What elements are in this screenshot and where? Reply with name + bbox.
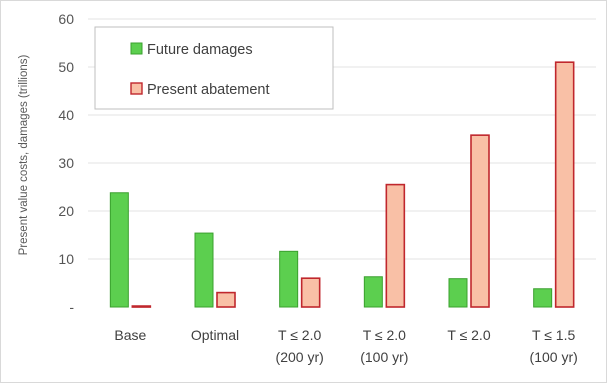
x-axis-labels: Base Optimal T ≤ 2.0 (200 yr) T ≤ 2.0 (100 yr… (114, 327, 577, 365)
y-tick-label: 10 (58, 251, 74, 267)
bar-present-abatement (300, 277, 321, 308)
y-tick-label: - (69, 299, 74, 315)
bar-future-damages (194, 232, 214, 308)
y-axis-title: Present value costs, damages (trillions) (18, 54, 30, 255)
x-category-label: (100 yr) (530, 349, 578, 365)
legend-label-future-damages: Future damages (147, 42, 253, 58)
bar-future-damages (533, 288, 553, 308)
y-tick-label: 60 (58, 11, 74, 27)
y-tick-label: 30 (58, 155, 74, 171)
bar-present-abatement (554, 61, 575, 308)
x-category-label: T ≤ 2.0 (278, 327, 321, 343)
bar-future-damages (363, 276, 383, 308)
y-tick-label: 40 (58, 107, 74, 123)
x-category-label: (100 yr) (360, 349, 408, 365)
y-axis-ticks: - 10 20 30 40 50 60 (58, 11, 74, 315)
legend-box (94, 26, 334, 110)
bar-present-abatement (131, 305, 152, 308)
bar-future-damages (279, 250, 299, 308)
bar-present-abatement (216, 291, 236, 308)
x-category-label: Base (114, 327, 146, 343)
x-category-label: T ≤ 2.0 (447, 327, 490, 343)
bar-future-damages (109, 192, 129, 308)
x-category-label: T ≤ 2.0 (363, 327, 406, 343)
y-tick-label: 50 (58, 59, 74, 75)
x-category-label: Optimal (191, 327, 239, 343)
bar-present-abatement (470, 134, 490, 308)
bar-present-abatement (385, 183, 406, 308)
legend-swatch-present-abatement (130, 82, 143, 95)
bar-future-damages (448, 278, 468, 308)
legend: Future damages Present abatement (94, 26, 334, 110)
y-tick-label: 20 (58, 203, 74, 219)
x-category-label: (200 yr) (276, 349, 324, 365)
legend-label-present-abatement: Present abatement (147, 82, 270, 98)
x-category-label: T ≤ 1.5 (532, 327, 575, 343)
legend-swatch-future-damages (130, 42, 143, 55)
bars (109, 61, 575, 308)
